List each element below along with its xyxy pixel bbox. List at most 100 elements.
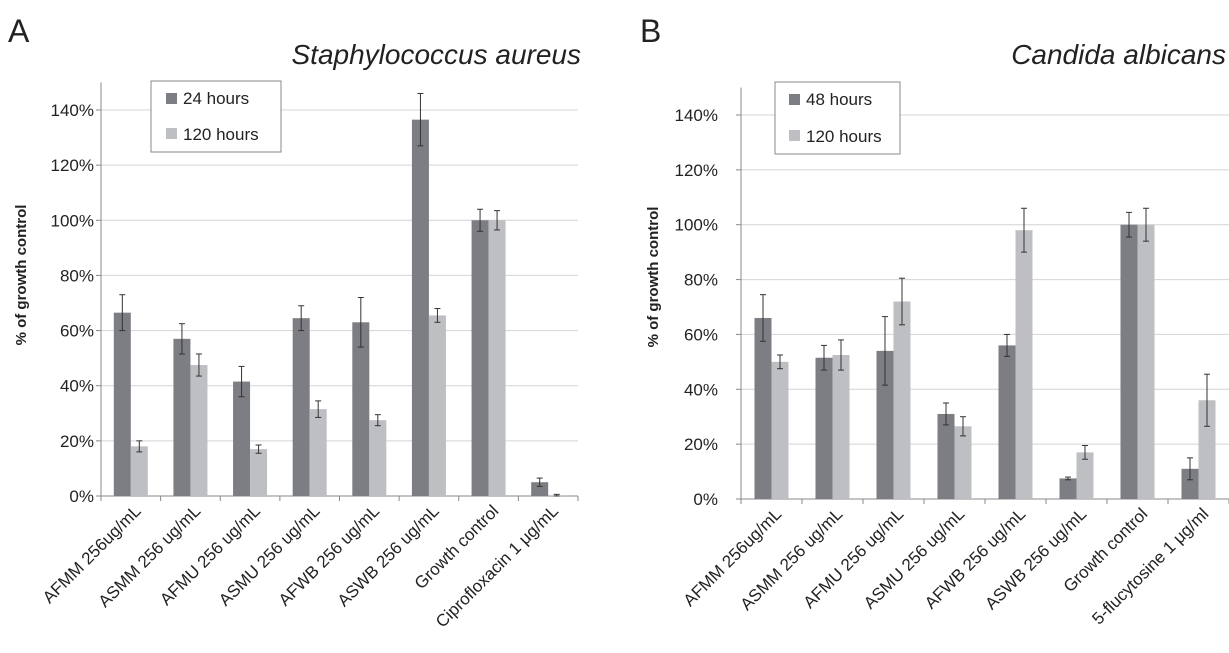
legend-label-a-0: 24 hours (183, 89, 249, 108)
y-tick-label-b-3: 60% (684, 325, 718, 344)
error-bars-a (119, 92, 560, 497)
bars-a (113, 119, 566, 497)
legend-swatch-b-1 (789, 130, 800, 141)
error-bar-b-s0-c0 (760, 294, 766, 342)
x-tick-label-a-0: AFMM 256ug/mL (39, 501, 145, 607)
bar-b-s1-c5 (1076, 452, 1094, 499)
bar-a-s1-c0 (130, 446, 148, 496)
x-tick-label-b-5: ASWB 256 ug/mL (981, 504, 1090, 613)
bar-b-s0-c1 (815, 357, 833, 499)
error-bars-b (760, 207, 1210, 481)
bar-b-s1-c1 (832, 355, 850, 499)
y-tick-label-b-5: 100% (675, 216, 718, 235)
error-bar-b-s0-c5 (1065, 476, 1071, 481)
bar-a-s1-c2 (250, 449, 268, 496)
bar-b-s0-c7 (1181, 468, 1199, 499)
y-tick-label-b-7: 140% (675, 106, 718, 125)
chart-panel-b: B Candida albicans % of growth control 0… (640, 13, 1229, 628)
bar-a-s1-c5 (428, 315, 446, 496)
legend-label-a-1: 120 hours (183, 125, 259, 144)
x-tick-label-b-1: ASMM 256 ug/mL (737, 504, 847, 614)
x-tick-label-a-3: ASMU 256 ug/mL (215, 501, 323, 609)
y-tick-label-a-1: 20% (60, 432, 94, 451)
bar-b-s1-c6 (1137, 224, 1155, 499)
error-bar-a-s1-c3 (315, 400, 322, 418)
bar-b-s1-c0 (771, 361, 789, 499)
legend-label-b-0: 48 hours (806, 90, 872, 109)
bar-b-s0-c3 (937, 413, 955, 499)
bar-a-s0-c0 (113, 312, 131, 496)
error-bar-a-s1-c0 (136, 440, 143, 453)
panel-label-b: B (640, 13, 661, 49)
bar-b-s1-c7 (1198, 400, 1216, 499)
bar-b-s0-c4 (998, 345, 1016, 499)
error-bar-a-s1-c7 (553, 493, 560, 497)
x-tick-label-a-4: AFWB 256 ug/mL (275, 501, 383, 609)
x-tick-label-b-7: 5-flucytosine 1 μg/ml (1088, 504, 1212, 628)
y-tick-label-a-0: 0% (69, 487, 94, 506)
legend-label-b-1: 120 hours (806, 127, 882, 146)
x-tick-label-a-5: ASWB 256 ug/mL (334, 501, 443, 610)
gridlines-a (101, 109, 578, 442)
bar-b-s1-c4 (1015, 230, 1033, 499)
error-bar-a-s1-c5 (434, 308, 441, 323)
y-tick-label-b-1: 20% (684, 435, 718, 454)
bar-b-s0-c0 (754, 317, 772, 499)
error-bar-b-s0-c7 (1187, 457, 1193, 481)
bar-a-s1-c3 (309, 409, 327, 496)
x-tick-label-a-1: ASMM 256 ug/mL (95, 501, 205, 611)
error-bar-b-s1-c7 (1204, 373, 1210, 427)
error-bar-b-s1-c6 (1143, 207, 1149, 242)
error-bar-a-s1-c4 (374, 414, 381, 427)
legend-a: 24 hours 120 hours (150, 80, 282, 153)
y-tick-label-b-2: 40% (684, 380, 718, 399)
error-bar-b-s1-c1 (838, 339, 844, 371)
bar-b-s0-c6 (1120, 224, 1138, 499)
error-bar-a-s0-c2 (238, 365, 245, 398)
error-bar-b-s1-c5 (1082, 445, 1088, 460)
y-tick-labels-a: 0% 20% 40% 60% 80% 100% 120% 140% (51, 101, 94, 506)
legend-b: 48 hours 120 hours (774, 81, 901, 155)
bar-b-s0-c2 (876, 350, 894, 499)
bar-a-s1-c1 (190, 365, 208, 496)
error-bar-a-s0-c7 (536, 477, 543, 487)
bar-a-s0-c3 (292, 318, 310, 496)
error-bar-b-s1-c2 (899, 277, 905, 326)
error-bar-a-s1-c2 (255, 444, 262, 454)
bar-a-s0-c1 (173, 338, 191, 496)
y-tick-label-a-5: 100% (51, 211, 94, 230)
error-bar-b-s0-c4 (1004, 333, 1010, 357)
x-tick-label-a-7: Ciprofloxacin 1 μg/mL (432, 501, 562, 631)
error-bar-a-s0-c5 (417, 92, 424, 147)
error-bar-a-s0-c4 (357, 296, 364, 348)
y-axis-label-a: % of growth control (13, 205, 30, 346)
y-tick-label-b-0: 0% (693, 490, 718, 509)
legend-swatch-a-1 (166, 128, 177, 139)
error-bar-b-s0-c3 (943, 402, 949, 426)
legend-swatch-a-0 (166, 93, 177, 104)
error-bar-a-s0-c0 (119, 294, 126, 332)
bar-a-s0-c4 (352, 322, 370, 496)
legend-swatch-b-0 (789, 94, 800, 105)
error-bar-b-s0-c6 (1126, 211, 1132, 238)
error-bar-a-s0-c1 (178, 323, 185, 355)
error-bar-a-s0-c3 (298, 305, 305, 332)
error-bar-b-s1-c3 (960, 416, 966, 437)
y-tick-label-b-4: 80% (684, 271, 718, 290)
y-tick-label-a-4: 80% (60, 266, 94, 285)
error-bar-b-s1-c0 (777, 354, 783, 370)
bar-a-s0-c2 (233, 381, 251, 496)
error-bar-a-s1-c6 (494, 210, 501, 231)
error-bar-b-s0-c1 (821, 344, 827, 371)
error-bar-a-s0-c6 (477, 208, 484, 232)
chart-title-a: Staphylococcus aureus (291, 39, 581, 70)
error-bar-b-s0-c2 (882, 316, 888, 386)
panel-label-a: A (8, 13, 30, 49)
legend-box-a (150, 80, 282, 153)
bar-a-s0-c7 (531, 482, 549, 496)
chart-title-b: Candida albicans (1011, 39, 1226, 70)
bar-a-s0-c6 (471, 220, 489, 497)
